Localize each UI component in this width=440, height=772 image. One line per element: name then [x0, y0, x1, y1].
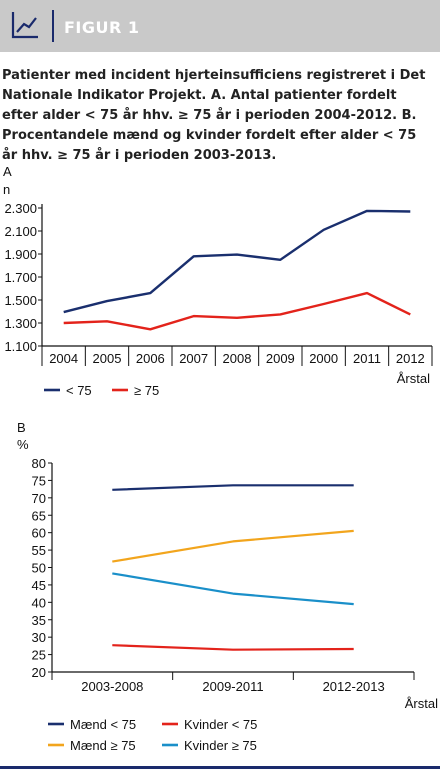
x-tick-label-a: 2009 [266, 351, 295, 366]
x-axis-label-a: Årstal [397, 371, 430, 386]
x-tick-label-a: 2004 [49, 351, 78, 366]
series-line-a-0 [63, 209, 411, 314]
y-tick-label-b: 55 [32, 543, 46, 558]
legend-label-b: Kvinder ≥ 75 [184, 738, 257, 753]
line-chart-icon [11, 12, 38, 39]
y-tick-label-b: 50 [32, 561, 46, 576]
legend-label-a: ≥ 75 [134, 383, 159, 398]
legend-label-b: Kvinder < 75 [184, 717, 257, 732]
y-tick-label-a: 1.900 [4, 247, 37, 262]
x-tick-label-b: 2009-2011 [202, 679, 263, 694]
y-axis-label-a: n [3, 182, 10, 197]
y-tick-label-b: 60 [32, 526, 46, 541]
y-tick-label-b: 20 [32, 665, 46, 680]
x-tick-label-a: 2008 [223, 351, 252, 366]
y-tick-label-b: 30 [32, 630, 46, 645]
y-tick-label-b: 80 [32, 456, 46, 471]
y-tick-label-b: 40 [32, 595, 46, 610]
y-tick-label-a: 1.700 [4, 270, 37, 285]
figure-header: FIGUR 1 [0, 0, 440, 52]
series-line-a-1 [63, 291, 411, 331]
x-tick-label-a: 2012 [396, 351, 425, 366]
x-tick-label-a: 2007 [179, 351, 208, 366]
figure-title: FIGUR 1 [64, 18, 140, 37]
series-line-b-3 [112, 572, 354, 606]
x-tick-label-a: 2005 [93, 351, 122, 366]
panel-label-b: B [17, 420, 26, 435]
legend-label-b: Mænd < 75 [70, 717, 136, 732]
y-tick-label-b: 25 [32, 648, 46, 663]
y-tick-label-a: 1.100 [4, 339, 37, 354]
series-line-b-1 [112, 644, 354, 651]
header-divider [52, 10, 54, 42]
x-axis-label-b: Årstal [405, 696, 438, 711]
y-tick-label-b: 45 [32, 578, 46, 593]
x-tick-label-b: 2003-2008 [81, 679, 143, 694]
y-tick-label-a: 1.300 [4, 316, 37, 331]
y-tick-label-b: 70 [32, 491, 46, 506]
x-tick-label-a: 2006 [136, 351, 165, 366]
y-axis-label-b: % [17, 437, 29, 452]
panel-label-a: A [3, 164, 12, 179]
series-line-b-0 [112, 484, 354, 491]
legend-label-a: < 75 [66, 383, 92, 398]
y-tick-label-a: 2.300 [4, 201, 37, 216]
x-tick-label-b: 2012-2013 [323, 679, 385, 694]
x-tick-label-a: 2000 [309, 351, 338, 366]
y-tick-label-b: 35 [32, 613, 46, 628]
y-tick-label-a: 1.500 [4, 293, 37, 308]
y-tick-label-a: 2.100 [4, 224, 37, 239]
y-tick-label-b: 65 [32, 508, 46, 523]
x-tick-label-a: 2011 [353, 351, 381, 366]
legend-label-b: Mænd ≥ 75 [70, 738, 136, 753]
series-line-b-2 [112, 529, 354, 563]
figure-caption: Patienter med incident hjerteinsufficien… [2, 68, 426, 163]
y-tick-label-b: 75 [32, 473, 46, 488]
bottom-rule [0, 766, 440, 769]
